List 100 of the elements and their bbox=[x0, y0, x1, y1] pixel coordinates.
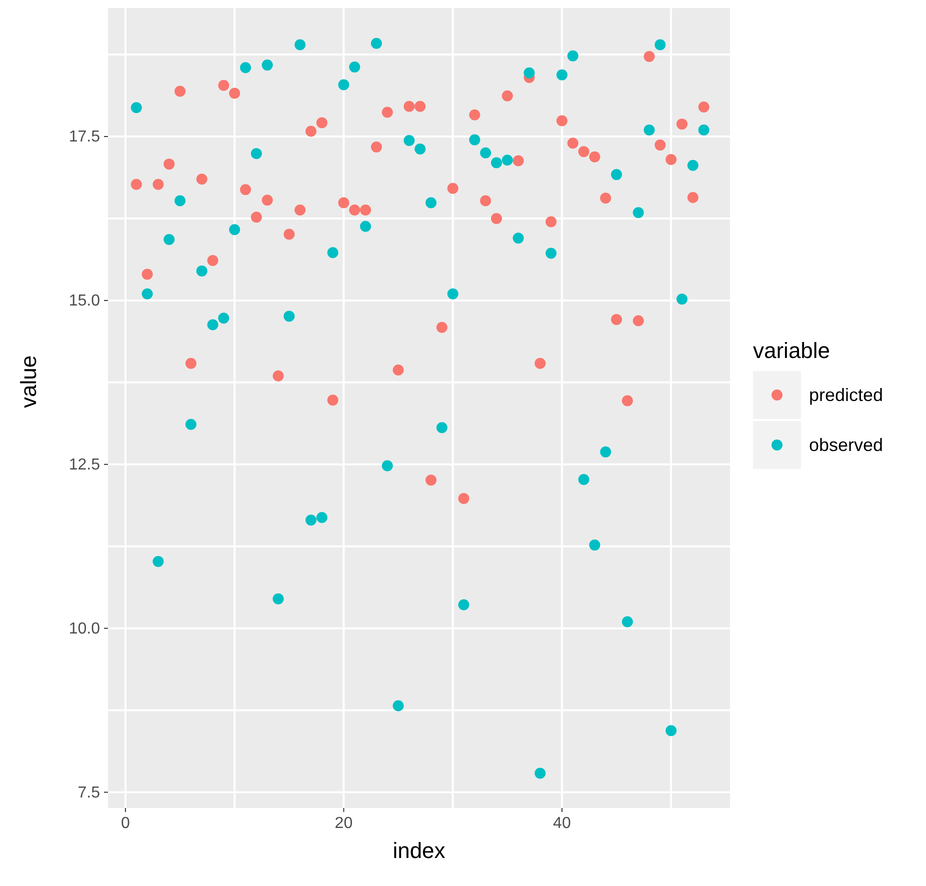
legend-title: variable bbox=[753, 338, 832, 364]
point bbox=[272, 593, 284, 604]
point bbox=[272, 370, 284, 382]
point bbox=[305, 126, 316, 137]
point bbox=[185, 418, 196, 430]
point bbox=[622, 616, 633, 628]
point bbox=[164, 158, 175, 170]
point bbox=[644, 51, 655, 62]
y-tick-label: 15.0 bbox=[68, 292, 100, 310]
point bbox=[414, 100, 426, 112]
point bbox=[130, 178, 142, 190]
y-axis-title: value bbox=[16, 355, 41, 408]
point bbox=[436, 422, 448, 434]
point bbox=[392, 364, 404, 376]
point bbox=[469, 134, 480, 146]
point bbox=[480, 195, 492, 206]
point bbox=[382, 106, 393, 118]
point bbox=[338, 79, 350, 90]
point bbox=[654, 39, 666, 50]
point bbox=[546, 248, 557, 259]
point bbox=[632, 315, 644, 326]
point bbox=[698, 124, 710, 136]
point bbox=[284, 310, 295, 322]
point bbox=[490, 157, 502, 168]
point bbox=[426, 474, 437, 486]
point bbox=[404, 100, 415, 112]
point bbox=[524, 67, 535, 78]
point bbox=[207, 319, 218, 330]
point bbox=[327, 247, 338, 258]
point bbox=[338, 197, 350, 208]
point bbox=[174, 195, 186, 206]
point bbox=[360, 220, 372, 232]
point bbox=[578, 146, 590, 158]
point bbox=[512, 232, 524, 244]
point bbox=[316, 117, 328, 128]
point bbox=[611, 169, 622, 180]
point bbox=[240, 62, 251, 74]
point bbox=[196, 265, 208, 276]
point bbox=[218, 312, 230, 324]
point bbox=[687, 192, 698, 204]
point bbox=[622, 395, 633, 406]
point bbox=[698, 102, 710, 113]
y-tick-label: 7.5 bbox=[78, 784, 100, 802]
point bbox=[426, 197, 437, 208]
point bbox=[567, 50, 578, 62]
point bbox=[589, 151, 600, 162]
point bbox=[262, 194, 273, 206]
point bbox=[370, 142, 382, 153]
point bbox=[142, 268, 153, 280]
point bbox=[546, 216, 557, 228]
x-axis-title: index bbox=[392, 838, 446, 863]
point bbox=[284, 228, 295, 240]
point bbox=[556, 69, 568, 80]
point bbox=[447, 288, 458, 300]
point bbox=[687, 160, 698, 171]
point bbox=[469, 109, 480, 120]
point bbox=[534, 768, 546, 779]
point bbox=[196, 174, 208, 185]
point bbox=[185, 358, 196, 369]
point bbox=[611, 314, 622, 325]
point bbox=[164, 234, 175, 245]
point bbox=[229, 224, 240, 236]
point bbox=[676, 294, 688, 305]
y-tick-label: 10.0 bbox=[68, 620, 100, 638]
x-tick-label: 20 bbox=[334, 815, 353, 832]
point bbox=[349, 62, 360, 73]
legend-label: predicted bbox=[809, 384, 884, 406]
y-tick-label: 17.5 bbox=[68, 128, 100, 146]
point bbox=[578, 474, 590, 485]
point bbox=[229, 88, 240, 99]
point bbox=[130, 102, 142, 114]
point bbox=[250, 212, 262, 223]
point bbox=[294, 204, 306, 216]
point bbox=[152, 556, 164, 567]
point bbox=[490, 212, 502, 224]
point bbox=[152, 178, 164, 190]
point bbox=[644, 124, 655, 136]
point bbox=[360, 204, 372, 216]
point bbox=[654, 140, 666, 151]
point bbox=[676, 118, 688, 130]
point bbox=[370, 38, 382, 49]
point bbox=[382, 460, 393, 472]
point bbox=[436, 322, 448, 333]
point bbox=[414, 143, 426, 154]
point bbox=[305, 514, 316, 526]
point bbox=[316, 512, 328, 524]
point bbox=[392, 700, 404, 712]
point bbox=[502, 90, 513, 102]
legend-label: observed bbox=[809, 434, 884, 456]
point bbox=[447, 182, 458, 194]
point bbox=[666, 725, 677, 736]
point bbox=[502, 154, 513, 166]
point bbox=[142, 288, 153, 300]
point bbox=[458, 492, 470, 504]
point bbox=[480, 147, 492, 158]
point bbox=[567, 138, 578, 149]
point bbox=[600, 446, 612, 458]
point bbox=[349, 204, 360, 216]
point bbox=[458, 599, 470, 610]
y-tick-label: 12.5 bbox=[68, 456, 100, 474]
